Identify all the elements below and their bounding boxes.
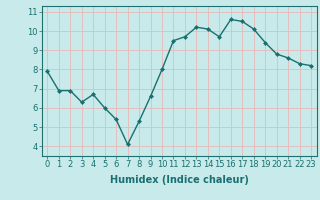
X-axis label: Humidex (Indice chaleur): Humidex (Indice chaleur) [110, 175, 249, 185]
